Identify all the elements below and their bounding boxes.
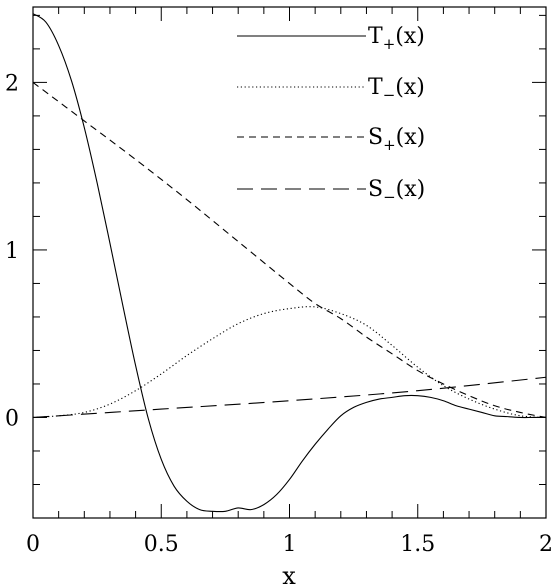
legend-label: T−(x) bbox=[368, 75, 425, 104]
y-tick-label: 0 bbox=[5, 406, 19, 431]
legend-label: S−(x) bbox=[368, 177, 425, 206]
x-tick-label: 1 bbox=[283, 532, 297, 557]
legend-name: S bbox=[368, 177, 383, 202]
series-t-minus bbox=[32, 306, 547, 419]
legend: T+(x)T−(x)S+(x)S−(x) bbox=[237, 24, 425, 206]
legend-label: T+(x) bbox=[368, 24, 425, 53]
legend-suffix: (x) bbox=[396, 177, 426, 202]
legend-subscript: − bbox=[383, 86, 396, 104]
legend-label: S+(x) bbox=[368, 125, 425, 154]
x-tick-label: 0.5 bbox=[144, 532, 179, 557]
x-axis-label: x bbox=[282, 562, 296, 588]
plot-frame bbox=[32, 6, 547, 519]
tick-labels: 0 0.5 1 1.5 2 0 1 2 bbox=[5, 71, 553, 557]
legend-name: S bbox=[368, 125, 383, 150]
series-s-minus bbox=[32, 376, 547, 419]
x-tick-label: 2 bbox=[539, 532, 553, 557]
x-tick-label: 1.5 bbox=[400, 532, 435, 557]
y-tick-label: 2 bbox=[5, 71, 19, 96]
legend-subscript: − bbox=[383, 188, 396, 206]
legend-subscript: + bbox=[383, 35, 396, 53]
legend-suffix: (x) bbox=[395, 24, 425, 49]
series-layer bbox=[32, 13, 547, 513]
legend-subscript: + bbox=[383, 136, 396, 154]
legend-suffix: (x) bbox=[395, 75, 425, 100]
legend-suffix: (x) bbox=[396, 125, 426, 150]
axis-ticks bbox=[32, 7, 547, 518]
legend-name: T bbox=[368, 24, 383, 49]
legend-name: T bbox=[368, 75, 383, 100]
series-s-plus bbox=[32, 81, 547, 419]
y-tick-label: 1 bbox=[5, 239, 19, 264]
series-t-plus bbox=[32, 13, 546, 513]
x-tick-label: 0 bbox=[26, 532, 40, 557]
